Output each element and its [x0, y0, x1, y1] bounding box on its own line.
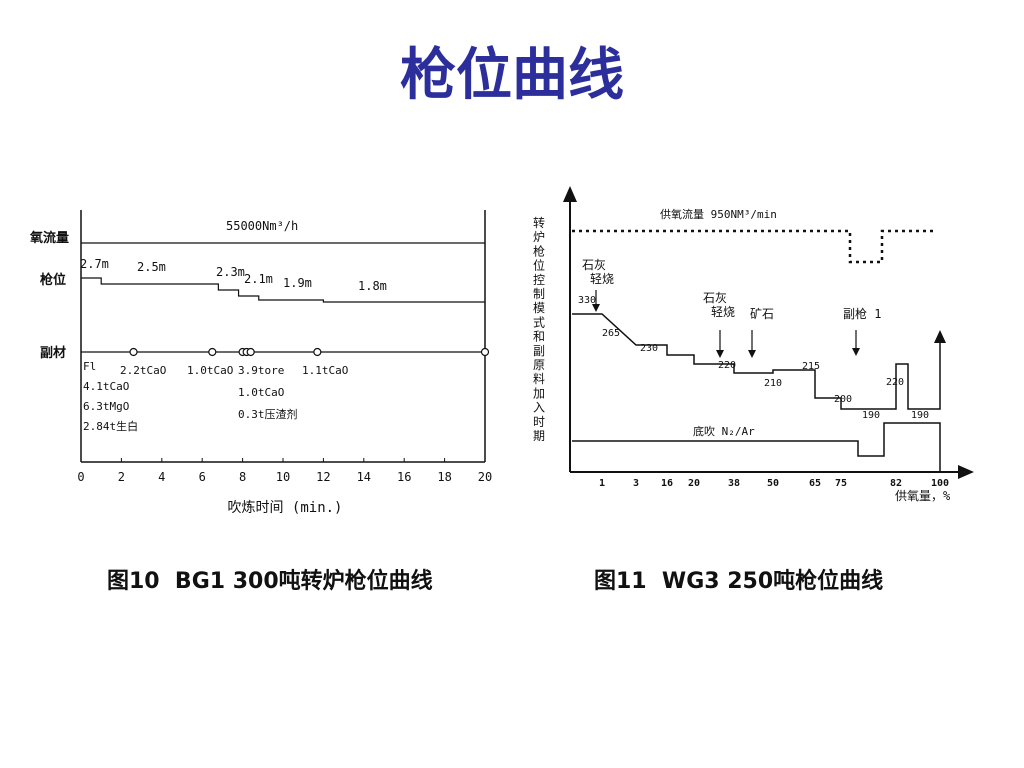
lance-step-value: 190	[911, 410, 929, 421]
lance-control-arrow	[934, 330, 946, 343]
caption-figure-11: 图11 WG3 250吨枪位曲线	[594, 569, 884, 594]
x-tick-label: 20	[688, 478, 700, 489]
addition-label: 0.3t压渣剂	[238, 407, 298, 421]
x-tick-label: 20	[478, 470, 492, 484]
x-axis-label: 吹炼时间 (min.)	[227, 500, 342, 516]
y-axis-label-char: 副	[533, 344, 545, 358]
addition-marker	[480, 347, 490, 357]
x-tick-label: 50	[767, 478, 779, 489]
x-tick-label: 1	[599, 478, 605, 489]
x-tick-label: 82	[890, 478, 902, 489]
x-tick-label: 10	[276, 470, 290, 484]
oxygen-flow-label: 55000Nm³/h	[226, 219, 298, 233]
lance-step-label: 2.1m	[244, 272, 273, 286]
addition-label: 3.9tore	[238, 364, 284, 377]
y-axis-label-char: 炉	[533, 230, 545, 244]
y-axis-arrow	[563, 186, 577, 202]
annotation-label: 矿石	[750, 307, 774, 321]
y-axis-label-char: 原	[533, 358, 545, 372]
x-tick-label: 65	[809, 478, 821, 489]
oxygen-supply-line	[572, 229, 935, 264]
addition-label: 6.3tMgO	[83, 400, 129, 413]
x-tick-label: 12	[316, 470, 330, 484]
lance-step-value: 200	[834, 394, 852, 405]
x-tick-label: 16	[661, 478, 673, 489]
y-axis-label-char: 制	[533, 287, 545, 301]
addition-label: 1.0tCaO	[238, 386, 284, 399]
lance-step-label: 2.3m	[216, 265, 245, 279]
annotation-label: 石灰	[582, 258, 606, 272]
y-axis-label-char: 料	[533, 372, 545, 386]
y-axis-label-char: 和	[533, 330, 545, 344]
x-tick-label: 16	[397, 470, 411, 484]
annotation-arrow-head	[716, 350, 724, 358]
x-tick-label: 75	[835, 478, 847, 489]
annotation-label: 副枪 1	[843, 306, 881, 321]
lance-step-value: 230	[640, 343, 658, 354]
annotation-label: 轻烧	[711, 305, 735, 319]
annotation-label: 轻烧	[590, 272, 614, 286]
lance-step-value: 215	[802, 361, 820, 372]
bottom-blowing-line	[572, 422, 941, 472]
lance-step-value: 265	[602, 328, 620, 339]
x-tick-label: 2	[118, 470, 125, 484]
lance-step-value: 220	[886, 377, 904, 388]
lance-step-value: 330	[578, 295, 596, 306]
annotation-arrow-head	[852, 348, 860, 356]
y-axis-label-char: 加	[533, 386, 545, 400]
x-tick-label: 4	[158, 470, 165, 484]
lance-control-line	[572, 313, 941, 410]
lance-step-label: 1.8m	[358, 279, 387, 293]
addition-marker	[129, 347, 138, 357]
bottom-blowing-label: 底吹 N₂/Ar	[693, 424, 755, 438]
addition-label: 1.0tCaO	[187, 364, 233, 377]
addition-label: 4.1tCaO	[83, 380, 129, 393]
y-axis-label-char: 位	[533, 258, 545, 273]
y-axis-label-char: 期	[533, 429, 545, 443]
y-axis-label-char: 式	[533, 315, 545, 329]
x-tick-label: 8	[239, 470, 246, 484]
x-tick-label: 6	[199, 470, 206, 484]
row-label-oxygen: 氧流量	[29, 230, 69, 246]
caption-figure-10: 图10 BG1 300吨转炉枪位曲线	[107, 569, 433, 594]
lance-step-value: 210	[764, 378, 782, 389]
row-label-additions: 副材	[40, 345, 66, 361]
x-tick-label: 3	[633, 478, 639, 489]
annotation-arrow-head	[748, 350, 756, 358]
addition-label: Fl	[83, 360, 96, 373]
lance-height-line	[81, 277, 485, 303]
page-title: 枪位曲线	[400, 42, 624, 108]
y-axis-label-char: 模	[533, 301, 545, 315]
lance-step-value: 190	[862, 410, 880, 421]
lance-step-label: 2.7m	[80, 257, 109, 271]
addition-marker	[208, 347, 217, 357]
lance-step-value: 220	[718, 360, 736, 371]
x-tick-label: 18	[437, 470, 451, 484]
x-tick-label: 14	[357, 470, 371, 484]
addition-label: 2.2tCaO	[120, 364, 166, 377]
y-axis-label-char: 转	[533, 215, 545, 230]
x-axis-arrow	[958, 465, 974, 479]
row-label-lance: 枪位	[40, 272, 66, 288]
lance-step-label: 2.5m	[137, 260, 166, 274]
y-axis-label-char: 时	[533, 415, 545, 429]
addition-marker	[313, 347, 322, 357]
y-axis-label-char: 枪	[533, 243, 545, 258]
x-tick-label: 0	[77, 470, 84, 484]
annotation-arrow-head	[592, 304, 600, 312]
lance-step-label: 1.9m	[283, 276, 312, 290]
x-axis-label: 供氧量，%	[895, 489, 951, 503]
annotation-label: 石灰	[703, 291, 727, 305]
addition-marker	[246, 347, 255, 357]
y-axis-label-char: 入	[533, 401, 545, 415]
y-axis-label-char: 控	[533, 273, 545, 287]
x-tick-label: 100	[931, 478, 949, 489]
addition-label: 2.84t生白	[83, 419, 138, 433]
addition-label: 1.1tCaO	[302, 364, 348, 377]
oxygen-supply-label: 供氧流量 950NM³/min	[660, 207, 777, 221]
x-tick-label: 38	[728, 478, 740, 489]
